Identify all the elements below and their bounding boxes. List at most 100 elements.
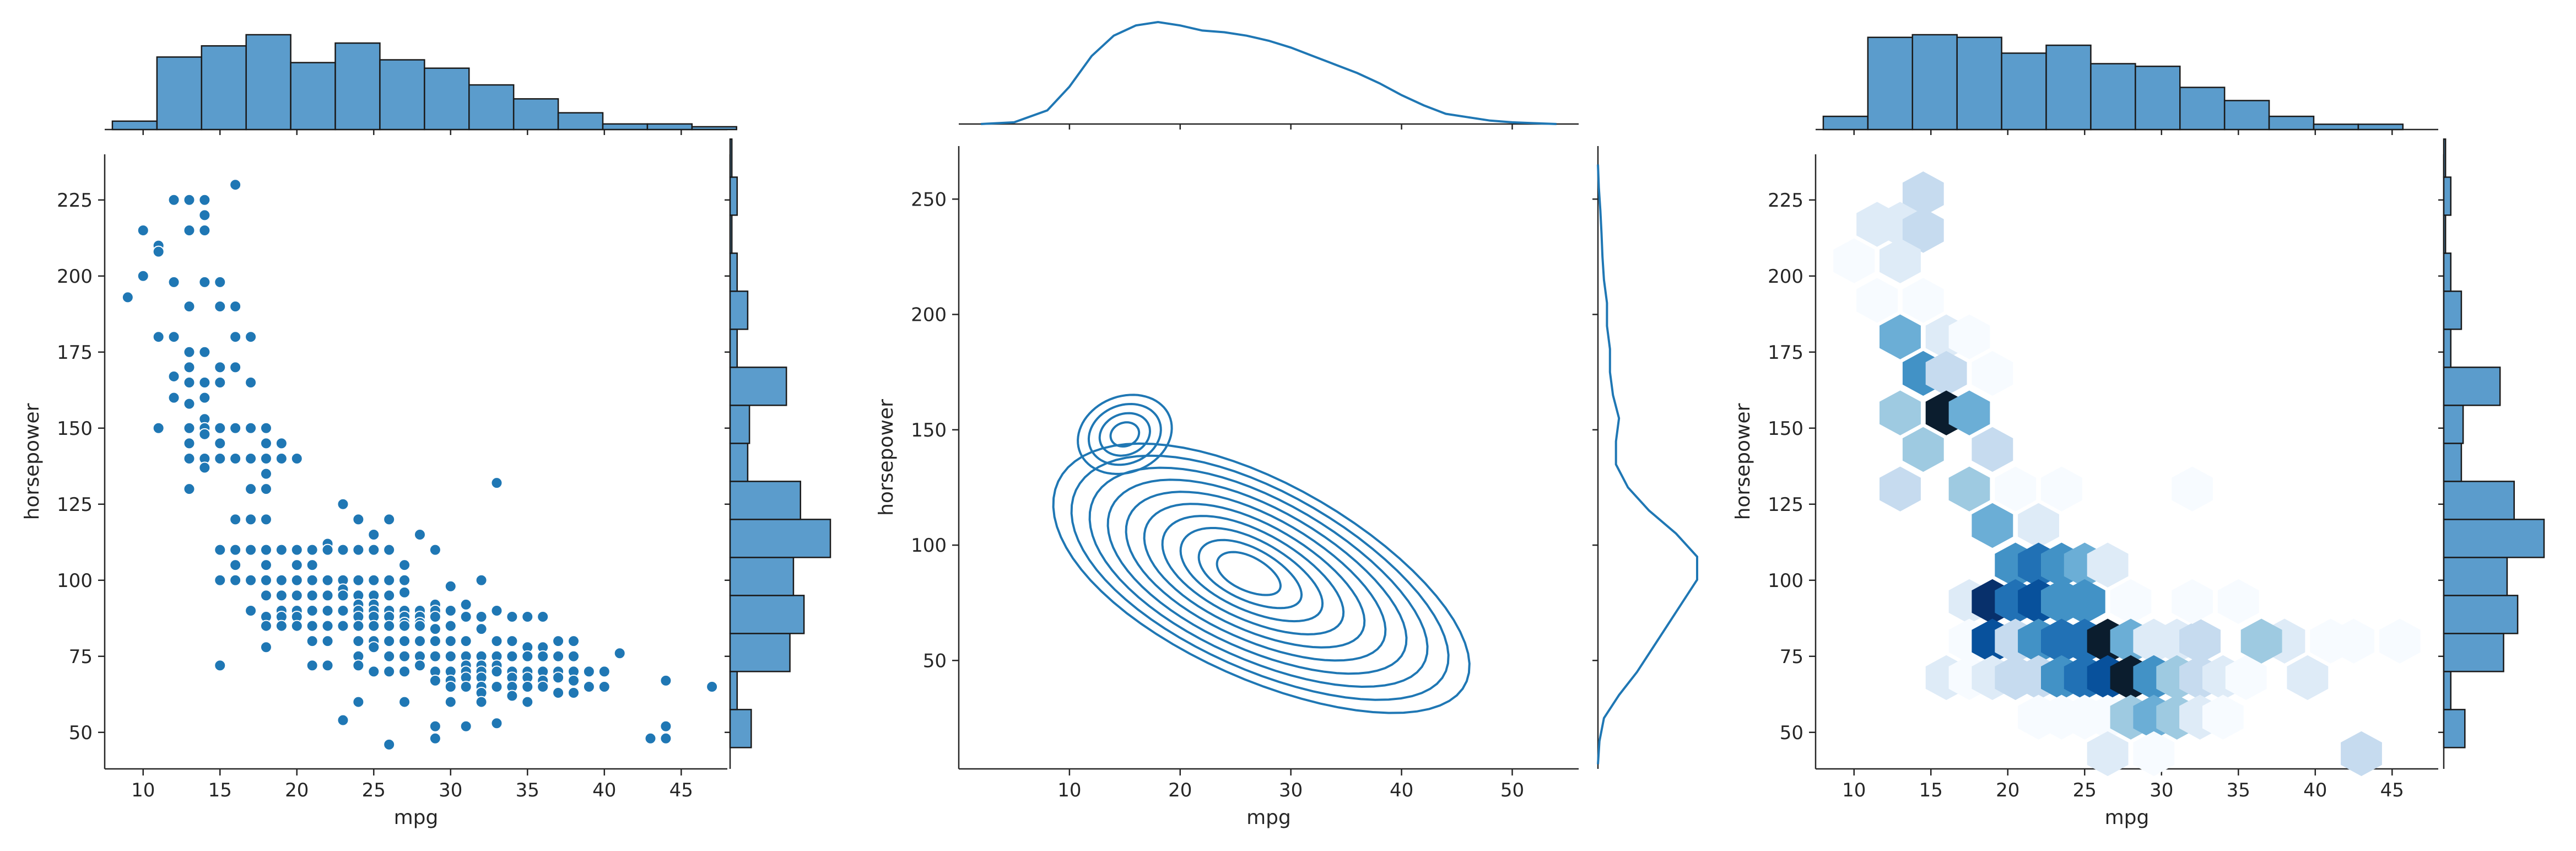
hexbin-cell: [1880, 390, 1921, 435]
scatter-point: [198, 428, 211, 440]
scatter-point: [598, 680, 611, 693]
scatter-point: [275, 574, 288, 586]
hexbin-cell: [2087, 731, 2129, 777]
scatter-point: [337, 604, 349, 617]
scatter-point: [352, 543, 365, 556]
x-tick-label: 15: [208, 779, 232, 801]
y-tick-label: 100: [57, 570, 93, 592]
scatter-point: [198, 276, 211, 288]
scatter-point: [429, 611, 441, 623]
scatter-point: [567, 635, 580, 648]
top-hist-bar: [646, 123, 693, 131]
y-axis-title: horsepower: [1732, 403, 1754, 520]
hexbin-cell: [1902, 278, 1944, 323]
x-tick-label: 10: [1057, 779, 1081, 801]
scatter-point: [567, 674, 580, 687]
scatter-point: [398, 635, 411, 648]
scatter-point: [214, 543, 226, 556]
x-tick-label: 15: [1919, 779, 1943, 801]
scatter-point: [429, 543, 441, 556]
scatter-point: [321, 604, 334, 617]
y-tick-label: 125: [57, 494, 93, 516]
scatter-point: [229, 331, 242, 343]
right-hist-bar: [729, 176, 738, 216]
scatter-point: [490, 680, 503, 693]
scatter-point: [260, 467, 272, 480]
kde-contour-main: [1106, 478, 1408, 675]
top-hist-bar: [2045, 44, 2092, 131]
right-hist-bar: [2443, 443, 2462, 482]
scatter-point: [490, 477, 503, 489]
scatter-point: [198, 209, 211, 222]
scatter-point: [214, 422, 226, 434]
scatter-point: [229, 361, 242, 374]
hexbin-cell: [1995, 466, 2037, 511]
scatter-point: [383, 738, 396, 751]
scatter-point: [444, 696, 457, 708]
scatter-point: [321, 589, 334, 602]
scatter-point: [337, 498, 349, 510]
scatter-point: [198, 461, 211, 474]
scatter-point: [521, 611, 534, 623]
scatter-point: [275, 437, 288, 450]
scatter-point: [260, 641, 272, 654]
right-hist-bar: [2443, 709, 2466, 748]
top-hist-bar: [156, 56, 203, 131]
x-tick-label: 35: [516, 779, 539, 801]
scatter-point: [198, 376, 211, 389]
scatter-point: [460, 680, 472, 693]
scatter-point: [537, 611, 549, 623]
kde-contour-main: [1161, 515, 1345, 635]
right-hist-bar: [729, 595, 805, 634]
scatter-point: [183, 376, 196, 389]
scatter-points: [121, 179, 719, 751]
x-tick-label: 10: [131, 779, 155, 801]
y-tick-label: 250: [911, 188, 947, 211]
right-hist-bar: [729, 557, 795, 596]
right-hist-bar: [2443, 519, 2545, 558]
kde-contour-main: [1125, 491, 1387, 662]
y-tick-label: 100: [911, 535, 947, 557]
scatter-point: [198, 391, 211, 404]
top-hist-bar: [2090, 63, 2136, 131]
scatter-point: [582, 680, 595, 693]
hexbin-cell: [2225, 655, 2267, 701]
scatter-point: [352, 513, 365, 526]
scatter-point: [537, 680, 549, 693]
scatter-point: [152, 422, 165, 434]
scatter-point: [398, 650, 411, 663]
kde-contour-secondary: [1087, 402, 1162, 466]
scatter-point: [183, 483, 196, 495]
scatter-point: [168, 193, 180, 206]
scatter-point: [183, 361, 196, 374]
right-hist-bar: [2443, 176, 2452, 216]
right-hist-bar: [2443, 557, 2508, 596]
scatter-point: [537, 650, 549, 663]
x-tick-label: 20: [1996, 779, 2019, 801]
scatter-point: [229, 300, 242, 313]
scatter-point: [306, 574, 318, 586]
hexbin-cell: [2110, 579, 2152, 624]
top-hist-bar: [557, 112, 604, 131]
hexbin-cell: [2217, 579, 2259, 624]
top-hist-bar: [2313, 123, 2359, 131]
x-axis-title: mpg: [1246, 806, 1291, 829]
right-hist-bar: [729, 138, 733, 178]
y-tick-label: 150: [1768, 418, 1803, 440]
top-hist-bar: [379, 59, 425, 131]
x-tick-label: 45: [669, 779, 693, 801]
kde-contour-secondary: [1077, 394, 1173, 475]
scatter-point: [429, 623, 441, 635]
scatter-point: [429, 720, 441, 732]
right-hist-bar: [729, 252, 738, 292]
scatter-point: [352, 696, 365, 708]
scatter-point: [260, 589, 272, 602]
kde-contour-main: [1216, 551, 1282, 596]
top-hist-bar: [111, 120, 158, 131]
right-kde-curve: [1597, 164, 1698, 764]
scatter-point: [521, 696, 534, 708]
hexbin-cell: [2018, 503, 2059, 548]
kde-contour-main: [1197, 538, 1303, 610]
kde-contours: [1052, 394, 1471, 714]
scatter-point: [398, 574, 411, 586]
